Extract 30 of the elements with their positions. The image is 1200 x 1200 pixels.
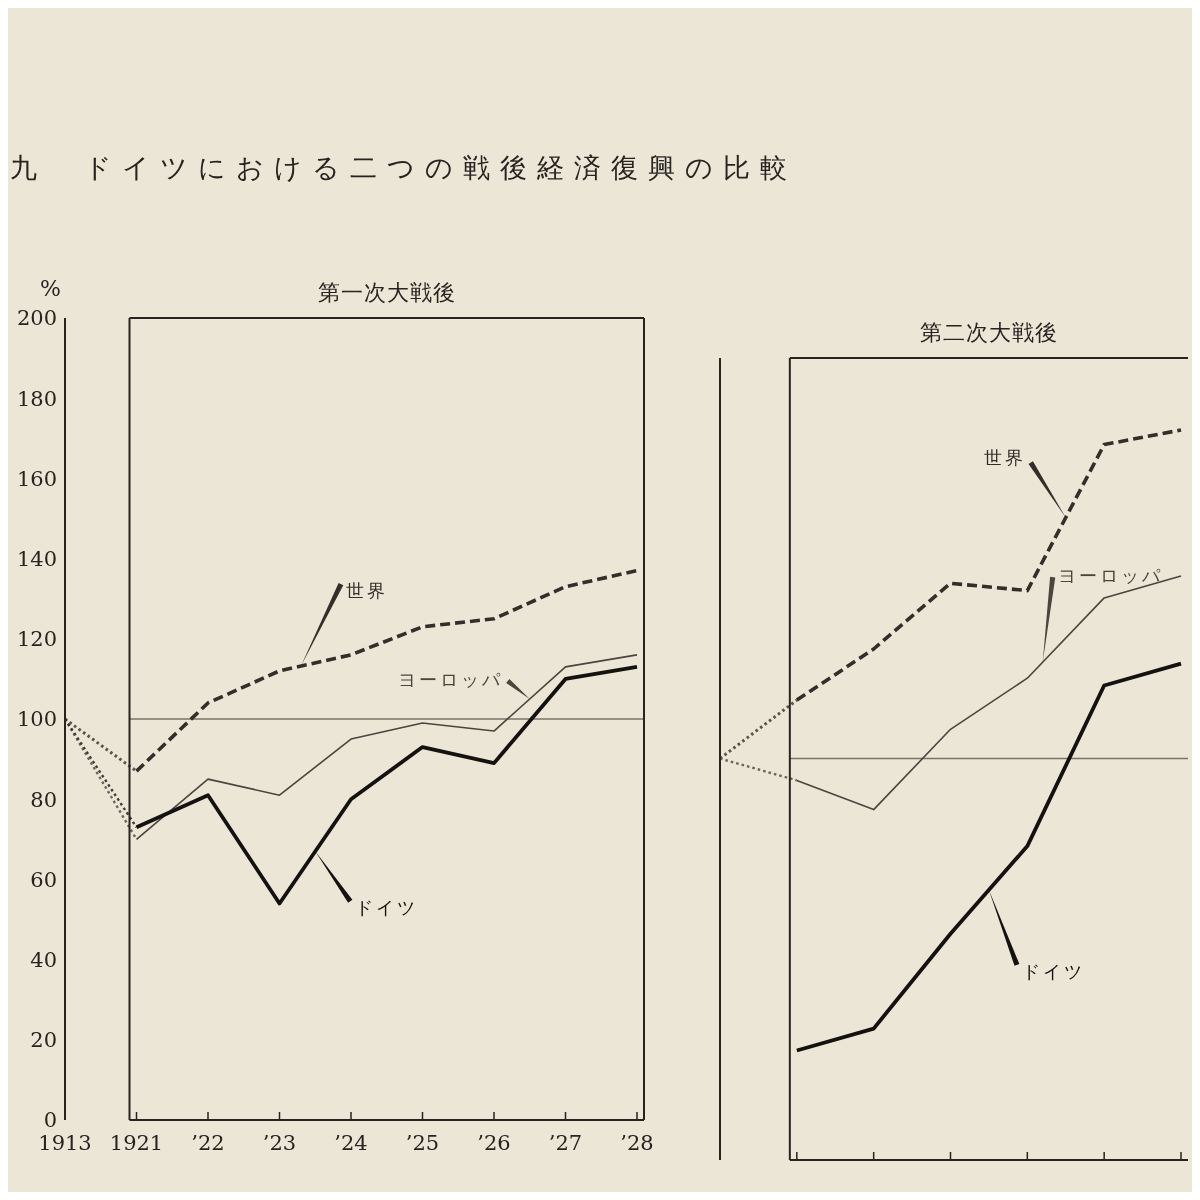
y-tick-label: 200 — [16, 306, 57, 331]
y-tick-label: 120 — [16, 627, 57, 652]
text: 世界 — [983, 446, 1026, 468]
y-tick-label: 0 — [43, 1108, 57, 1133]
x-tick-label: ’23 — [262, 1130, 297, 1155]
x-tick-label: ’27 — [548, 1130, 583, 1155]
text: ドイツ — [1021, 960, 1085, 982]
y-tick-label: 180 — [16, 386, 57, 411]
chart-subtitle: 第二次大戦後 — [918, 319, 1059, 347]
y-tick-label: 140 — [16, 547, 57, 572]
series-label: ヨーロッパ — [1057, 565, 1163, 587]
y-axis-title: % — [39, 276, 61, 301]
legend-label: ヨーロッパ — [397, 668, 503, 690]
x-tick-label: 1913 — [38, 1130, 92, 1155]
text: ドイツ — [355, 897, 419, 919]
x-tick-label: ’28 — [620, 1130, 654, 1155]
chart-title: 九 ドイツにおける二つの戦後経済復興の比較 — [10, 151, 798, 185]
x-tick-label: ’24 — [334, 1130, 368, 1155]
y-tick-label: 160 — [16, 466, 57, 491]
y-tick-label: 20 — [30, 1028, 57, 1053]
y-tick-label: 100 — [16, 707, 57, 732]
x-tick-label: ’22 — [191, 1130, 225, 1155]
y-tick-label: 60 — [30, 867, 57, 892]
x-tick-label: ’26 — [477, 1130, 511, 1155]
y-tick-label: 80 — [30, 787, 57, 812]
y-tick-label: 40 — [30, 948, 57, 973]
x-tick-label: 1921 — [109, 1130, 164, 1155]
x-tick-label: ’25 — [405, 1130, 440, 1155]
chart-subtitle: 第一次大戦後 — [316, 279, 457, 307]
text: 世界 — [345, 580, 388, 602]
